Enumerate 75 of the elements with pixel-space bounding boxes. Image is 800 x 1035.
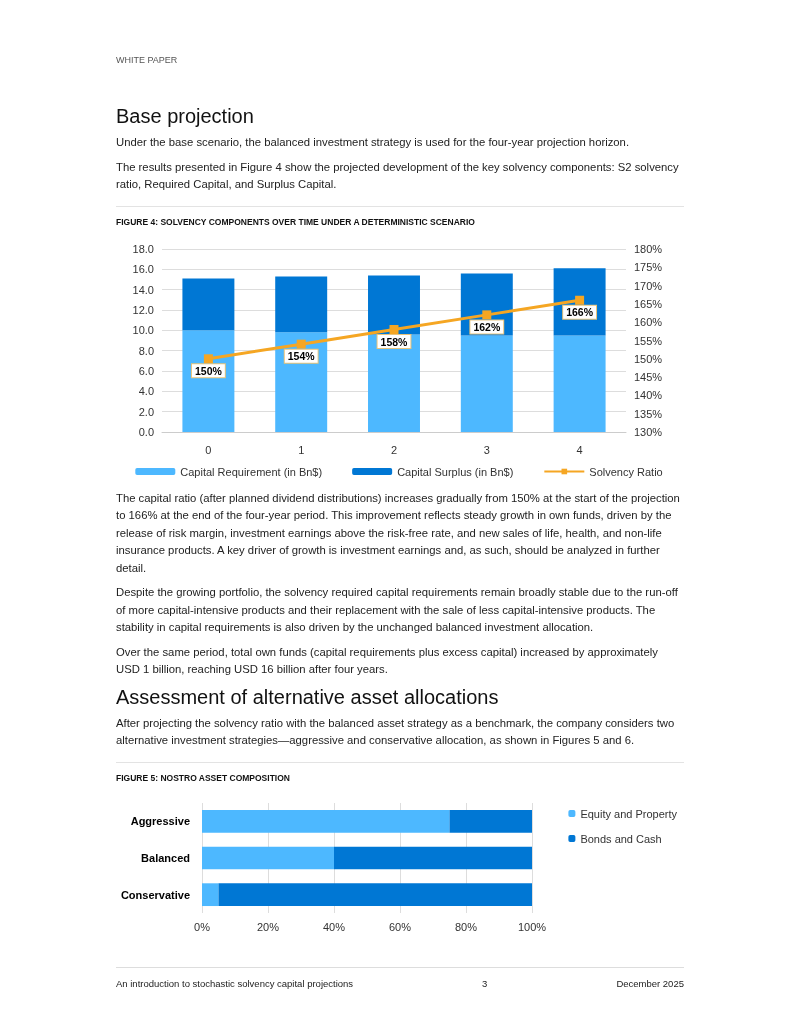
text: An introduction to stochastic solvency capital projections	[116, 978, 354, 989]
x-tick-label: 4	[576, 443, 583, 455]
legend-label: Capital Requirement (in Bn$)	[180, 465, 323, 477]
text: The results presented in Figure 4 show the projected development of the key solvency components: S2 solvency ratio, Required Capital, and Surplus Capital.	[116, 159, 680, 192]
y-tick-label: 0.0	[138, 425, 154, 438]
chart-title: FIGURE 5: NOSTRO ASSET COMPOSITION	[116, 772, 291, 783]
bar	[182, 277, 235, 330]
x-tick-label: 40%	[322, 920, 346, 932]
data-label: 166%	[566, 305, 594, 318]
bar	[553, 334, 606, 432]
point	[482, 309, 492, 319]
point	[203, 353, 213, 363]
y-tick-label: 4.0	[138, 384, 154, 397]
y2-tick-label: 180%	[634, 242, 663, 255]
text: December 2025	[616, 978, 684, 989]
data-label: 158%	[380, 335, 409, 348]
y2-tick-label: 145%	[634, 370, 663, 383]
y-tick-label: 10.0	[132, 323, 154, 336]
y2-tick-label: 155%	[634, 334, 663, 346]
bar	[275, 275, 328, 332]
bar	[334, 846, 532, 869]
y2-tick-label: 130%	[634, 425, 663, 438]
y-tick-label: 6.0	[138, 364, 154, 377]
y-tick-label: 12.0	[132, 303, 154, 316]
y-tick-label: 16.0	[132, 262, 154, 275]
bar	[202, 846, 334, 869]
y2-tick-label: 175%	[634, 260, 663, 273]
bar	[368, 333, 420, 432]
data-label: 154%	[287, 349, 316, 362]
y-tick-label: Conservative	[120, 888, 190, 901]
x-tick-label: 20%	[256, 920, 280, 932]
y-tick-label: Aggressive	[130, 814, 190, 827]
point	[296, 339, 306, 349]
point	[575, 295, 585, 305]
x-tick-label: 100%	[517, 920, 547, 932]
y2-tick-label: 135%	[634, 407, 663, 420]
bar	[218, 882, 532, 906]
y-tick-label: 18.0	[132, 242, 154, 255]
legend-label: Bonds and Cash	[580, 832, 662, 844]
data-label: 150%	[194, 364, 223, 377]
x-tick-label: 0	[205, 443, 212, 455]
text: The capital ratio (after planned dividend distributions) increases gradually from 150% at the start of the projection to 166% at the end of the four-year period. This improvement reflects steady growth in own funds, driven by the release of risk margin, investment earnings above the risk-free rate, and new sales of life, health, and non-life insurance products. A key driver of growth is investment earnings and, as such, should be analyzed in further detail.	[116, 490, 681, 576]
y2-tick-label: 170%	[634, 279, 663, 292]
y-tick-label: 8.0	[138, 344, 154, 357]
y-tick-label: Balanced	[141, 851, 190, 864]
y-tick-label: 2.0	[138, 405, 154, 418]
y2-tick-label: 150%	[634, 352, 663, 365]
bar	[202, 809, 450, 833]
text: After projecting the solvency ratio with the balanced asset strategy as a benchmark, the company considers two alternative investment strategies—aggressive and conservative allocation, as shown in Figures 5 and 6.	[116, 715, 676, 748]
x-tick-label: 2	[390, 443, 398, 455]
bar	[449, 809, 532, 833]
text: Over the same period, total own funds (capital requirements plus excess capital) increased by approximately USD 1 billion, reaching USD 16 billion after four years.	[116, 644, 659, 677]
text: Despite the growing portfolio, the solvency required capital requirements remain broadly stable due to the run-off of more capital-intensive products and their replacement with the sale of less capital-intensive products. The stability in capital requirements is also driven by the unchanged balanced investment allocation.	[116, 585, 679, 635]
x-tick-label: 80%	[454, 920, 478, 932]
x-tick-label: 3	[483, 443, 490, 455]
legend-label: Capital Surplus (in Bn$)	[397, 465, 514, 477]
x-tick-label: 1	[298, 443, 305, 455]
y2-tick-label: 165%	[634, 297, 663, 310]
data-label: 162%	[473, 320, 501, 333]
text: WHITE PAPER	[116, 55, 179, 65]
legend-label: Equity and Property	[580, 807, 678, 819]
y-tick-label: 14.0	[132, 283, 154, 296]
y2-tick-label: 160%	[634, 315, 663, 328]
text: 3	[482, 978, 488, 989]
bar	[182, 329, 235, 432]
text: Under the base scenario, the balanced investment strategy is used for the four-year projection horizon.	[116, 135, 631, 150]
legend-label: Solvency Ratio	[589, 465, 663, 477]
chart-title: FIGURE 4: SOLVENCY COMPONENTS OVER TIME UNDER A DETERMINISTIC SCENARIO	[116, 216, 476, 227]
bar	[202, 882, 219, 906]
y2-tick-label: 140%	[634, 388, 663, 401]
point	[389, 324, 399, 334]
text: Assessment of alternative asset allocations	[116, 685, 500, 709]
x-tick-label: 0%	[194, 920, 211, 932]
x-tick-label: 60%	[388, 920, 412, 932]
text: Base projection	[116, 105, 255, 128]
